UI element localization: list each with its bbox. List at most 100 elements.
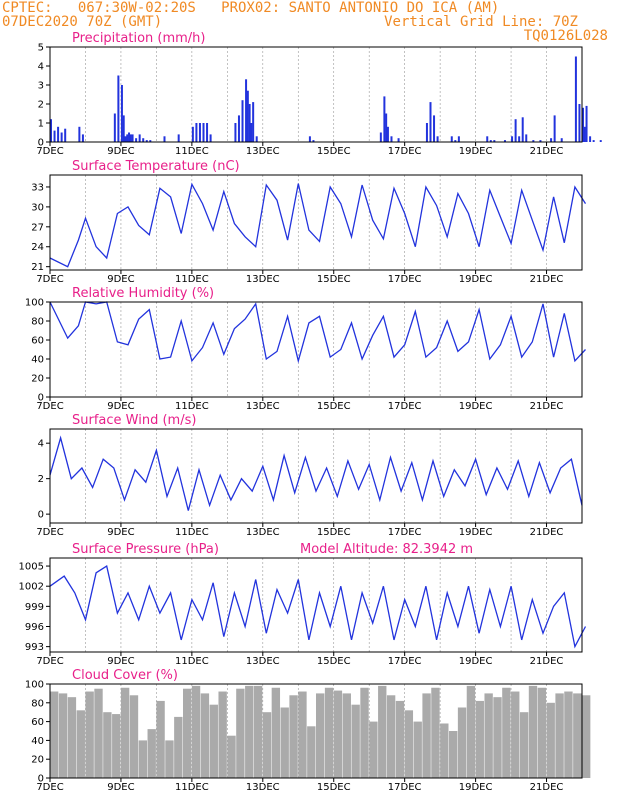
data-bar [379,132,382,142]
data-bar [316,693,325,778]
data-bar [218,691,227,778]
data-line [49,301,586,364]
data-bar [200,693,210,778]
data-bar [585,105,588,142]
data-bar [120,85,123,142]
data-bar [525,134,528,142]
data-bar [206,123,209,142]
x-tick-label: 21DEC [530,527,564,538]
data-bar [413,721,422,778]
x-tick-label: 9DEC [107,401,134,412]
data-bar [227,735,236,778]
data-bar [390,136,393,142]
data-bar [351,704,360,778]
x-tick-label: 15DEC [317,782,351,793]
x-tick-label: 13DEC [246,274,280,285]
y-tick-label: 40 [31,736,44,747]
x-tick-label: 19DEC [459,782,493,793]
y-tick-label: 20 [31,374,44,385]
data-bar [198,123,201,142]
data-bar [262,712,272,778]
x-tick-label: 13DEC [246,401,280,412]
data-bar [537,687,547,778]
data-bar [433,115,436,142]
y-tick-label: 0 [38,774,44,785]
y-tick-label: 2 [38,100,44,111]
x-tick-label: 19DEC [459,146,493,157]
data-bar [112,714,121,778]
x-tick-label: 17DEC [388,274,422,285]
data-bar [236,688,245,778]
data-bar [599,140,602,142]
data-bar [120,687,130,778]
data-bar [397,138,400,142]
data-line [49,565,587,649]
y-tick-label: 996 [25,622,44,633]
data-bar [312,140,315,142]
data-bar [502,687,511,778]
x-tick-label: 21DEC [530,146,564,157]
x-tick-label: 19DEC [459,656,493,667]
model-altitude-label: Model Altitude: 82.3942 m [300,542,473,557]
data-bar [546,702,555,778]
y-tick-label: 60 [31,336,44,347]
y-tick-label: 60 [31,717,44,728]
data-bar [457,707,467,778]
x-tick-label: 9DEC [107,527,134,538]
x-tick-label: 17DEC [388,527,422,538]
data-bar [573,693,582,778]
data-bar [383,96,386,142]
x-tick-label: 17DEC [388,656,422,667]
data-bar [425,123,428,142]
data-bar [250,123,253,142]
plot-frame [49,428,583,524]
y-tick-label: 3 [38,81,44,92]
data-bar [209,134,212,142]
data-bar [117,75,120,142]
data-bar [429,102,432,142]
x-tick-label: 7DEC [36,401,63,412]
y-tick-label: 40 [31,355,44,366]
y-tick-label: 100 [25,298,44,309]
x-tick-label: 9DEC [107,656,134,667]
data-bar [255,136,258,142]
data-bar [174,716,183,778]
y-tick-label: 0 [38,138,44,149]
data-bar [564,691,573,778]
x-tick-label: 7DEC [36,527,63,538]
data-bar [246,90,249,142]
data-bar [404,710,414,778]
data-bar [76,710,85,778]
panel-title: Relative Humidity (%) [72,286,214,301]
data-bar [289,695,298,778]
x-tick-label: 9DEC [107,782,134,793]
x-tick-label: 17DEC [388,401,422,412]
y-tick-label: 1002 [19,582,44,593]
panel-title: Surface Wind (m/s) [72,413,196,428]
data-bar [457,136,460,142]
header-grid-line: Vertical Grid Line: 70Z [384,14,578,30]
data-bar [135,138,138,142]
data-bar [58,693,68,778]
x-tick-label: 15DEC [317,146,351,157]
data-bar [582,695,591,778]
plot-frame [49,46,583,143]
y-tick-label: 33 [31,182,44,193]
data-bar [298,691,307,778]
data-bar [511,691,520,778]
data-bar [342,693,351,778]
x-tick-label: 13DEC [246,527,280,538]
data-line [49,182,587,268]
data-bar [209,704,218,778]
y-tick-label: 21 [31,262,44,273]
data-bar [466,685,476,778]
data-bar [511,136,514,142]
data-bar [582,107,584,142]
data-bar [378,685,387,778]
data-bar [519,712,529,778]
x-tick-label: 15DEC [317,401,351,412]
data-bar [385,113,388,142]
y-tick-label: 24 [31,242,44,253]
data-bar [307,726,316,778]
